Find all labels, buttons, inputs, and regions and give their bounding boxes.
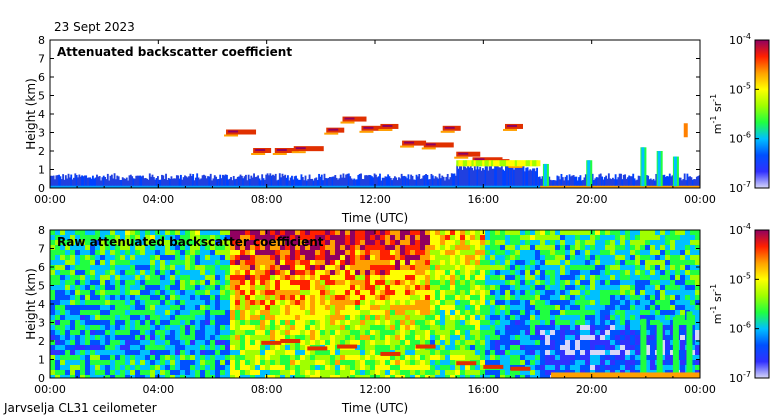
y-tick-label: 4	[38, 298, 45, 311]
colorbar: 10-4 10-5 10-6 10-7 m-1 sr-1	[709, 32, 770, 195]
colorbar-gradient	[754, 229, 770, 379]
x-tick-label: 08:00	[251, 383, 283, 396]
y-tick-label: 2	[38, 145, 45, 158]
panel-2: Raw attenuated backscatter coefficient 0 1…	[24, 222, 770, 415]
colorbar-tick-label: 10-6	[729, 321, 751, 336]
colorbar-tick-label: 10-7	[729, 370, 751, 385]
x-tick-label: 12:00	[359, 383, 391, 396]
y-tick-label: 5	[38, 280, 45, 293]
colorbar-tick-label: 10-7	[729, 180, 751, 195]
x-tick-label: 16:00	[467, 383, 499, 396]
y-tick-label: 6	[38, 261, 45, 274]
y-tick-label: 3	[38, 127, 45, 140]
x-tick-label: 08:00	[251, 193, 283, 206]
y-tick-label: 1	[38, 354, 45, 367]
colorbar-tick-label: 10-5	[729, 81, 751, 96]
x-tick-label: 20:00	[576, 383, 608, 396]
y-tick-label: 1	[38, 164, 45, 177]
y-axis-label: Height (km)	[24, 268, 38, 339]
colorbar-tick-label: 10-5	[729, 271, 751, 286]
x-tick-label: 16:00	[467, 193, 499, 206]
y-tick-label: 8	[38, 224, 45, 237]
y-tick-label: 0	[38, 372, 45, 385]
y-tick-label: 6	[38, 71, 45, 84]
plot-background	[50, 40, 700, 188]
plot-area-2	[50, 230, 700, 378]
y-tick-label: 7	[38, 53, 45, 66]
y-tick-label: 0	[38, 182, 45, 195]
colorbar-tick-label: 10-4	[729, 222, 751, 237]
y-tick-label: 4	[38, 108, 45, 121]
colorbar-label: m-1 sr-1	[709, 94, 724, 134]
panel-1: Attenuated backscatter coefficient 0 1 2 3 4 5…	[24, 32, 770, 225]
x-tick-label: 00:00	[684, 383, 716, 396]
y-tick-label: 2	[38, 335, 45, 348]
station-label: Jarvselja CL31 ceilometer	[4, 401, 157, 415]
x-tick-label: 00:00	[684, 193, 716, 206]
x-tick-label: 04:00	[142, 193, 174, 206]
chart-title: Attenuated backscatter coefficient	[57, 45, 292, 59]
colorbar-gradient	[754, 39, 770, 189]
x-tick-label: 00:00	[34, 383, 66, 396]
x-axis-label: Time (UTC)	[341, 211, 408, 225]
colorbar: 10-4 10-5 10-6 10-7 m-1 sr-1	[709, 222, 770, 385]
colorbar-tick-label: 10-4	[729, 32, 751, 47]
x-axis-label: Time (UTC)	[341, 401, 408, 415]
x-tick-label: 04:00	[142, 383, 174, 396]
plot-area-1	[50, 40, 700, 188]
y-tick-label: 8	[38, 34, 45, 47]
y-tick-label: 7	[38, 243, 45, 256]
chart-title: Raw attenuated backscatter coefficient	[57, 235, 324, 249]
x-tick-label: 12:00	[359, 193, 391, 206]
date-label: 23 Sept 2023	[54, 20, 135, 34]
x-tick-label: 20:00	[576, 193, 608, 206]
y-tick-label: 3	[38, 317, 45, 330]
x-tick-label: 00:00	[34, 193, 66, 206]
colorbar-tick-label: 10-6	[729, 131, 751, 146]
y-axis-label: Height (km)	[24, 78, 38, 149]
colorbar-label: m-1 sr-1	[709, 284, 724, 324]
y-tick-label: 5	[38, 90, 45, 103]
